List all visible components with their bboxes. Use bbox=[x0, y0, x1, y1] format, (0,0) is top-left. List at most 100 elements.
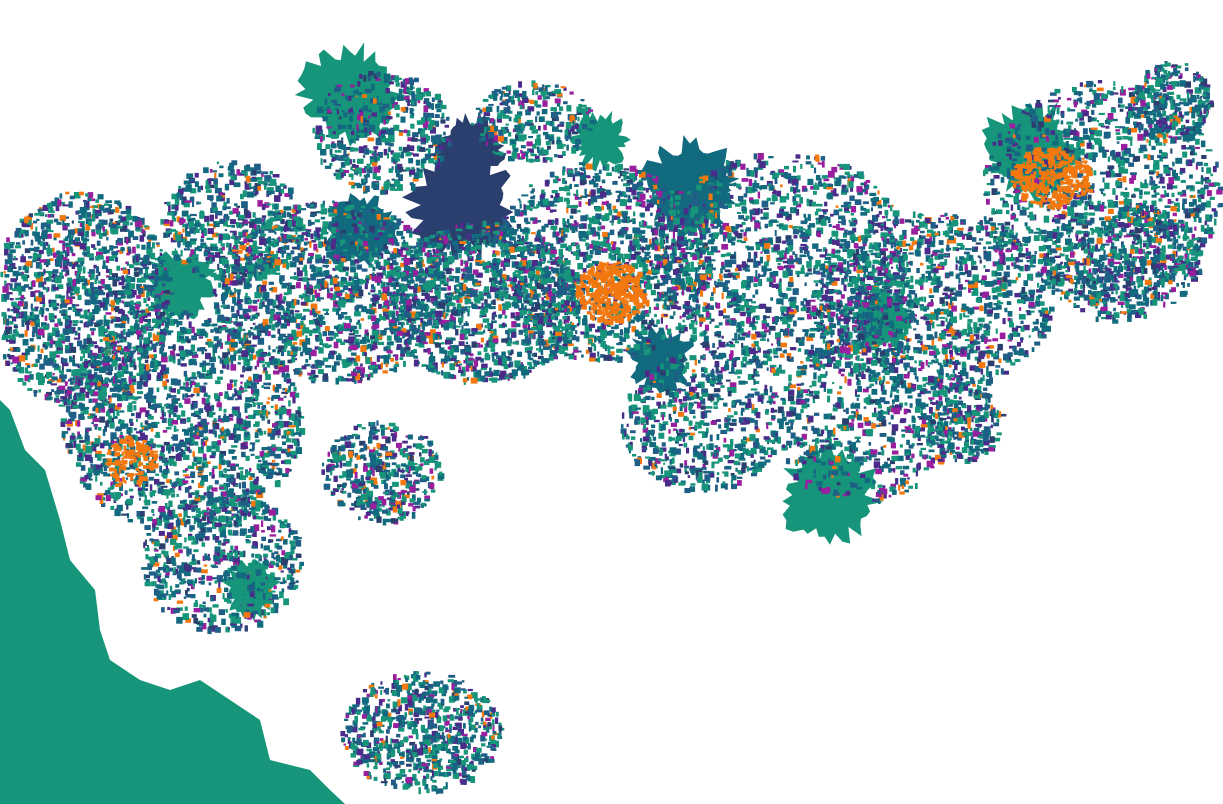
speckle bbox=[109, 344, 116, 348]
speckle bbox=[292, 332, 299, 339]
speckle bbox=[273, 299, 277, 306]
speckle bbox=[139, 429, 144, 433]
speckle bbox=[297, 406, 301, 413]
speckle bbox=[125, 283, 131, 290]
speckle bbox=[287, 359, 293, 364]
speckle bbox=[451, 355, 457, 360]
speckle bbox=[481, 229, 485, 236]
speckle bbox=[111, 273, 118, 278]
speckle bbox=[15, 276, 18, 281]
speckle bbox=[537, 327, 542, 331]
speckle bbox=[184, 438, 192, 444]
speckle bbox=[100, 481, 103, 486]
speckle bbox=[261, 327, 268, 332]
speckle bbox=[453, 276, 460, 279]
speckle bbox=[292, 342, 298, 345]
speckle bbox=[180, 363, 187, 367]
speckle bbox=[205, 402, 211, 409]
speckle bbox=[420, 238, 428, 242]
speckle bbox=[352, 329, 359, 334]
speckle bbox=[235, 398, 238, 401]
speckle bbox=[30, 239, 34, 246]
speckle bbox=[139, 235, 145, 242]
speckle bbox=[389, 229, 393, 234]
speckle bbox=[271, 395, 279, 399]
speckle bbox=[154, 287, 161, 294]
speckle bbox=[117, 394, 124, 402]
speckle bbox=[212, 288, 217, 295]
speckle bbox=[13, 326, 19, 329]
speckle bbox=[296, 277, 304, 282]
speckle bbox=[77, 228, 84, 233]
speckle bbox=[87, 363, 93, 367]
speckle bbox=[24, 301, 28, 308]
speckle bbox=[110, 228, 117, 234]
speckle bbox=[536, 348, 539, 351]
speckle bbox=[484, 325, 487, 329]
speckle bbox=[317, 347, 322, 350]
speckle bbox=[456, 303, 462, 310]
speckle bbox=[318, 258, 323, 264]
speckle bbox=[495, 224, 500, 227]
speckle bbox=[237, 304, 243, 311]
speckle bbox=[415, 343, 421, 347]
speckle bbox=[173, 481, 179, 484]
speckle bbox=[331, 365, 337, 372]
speckle bbox=[373, 335, 379, 342]
speckle bbox=[79, 440, 85, 443]
speckle bbox=[44, 355, 48, 360]
speckle bbox=[255, 394, 259, 401]
speckle bbox=[109, 397, 112, 403]
speckle bbox=[237, 326, 243, 332]
speckle bbox=[107, 287, 113, 294]
speckle bbox=[238, 482, 241, 489]
speckle bbox=[302, 308, 310, 312]
speckle bbox=[256, 350, 264, 357]
speckle bbox=[77, 230, 84, 236]
speckle bbox=[334, 286, 340, 292]
speckle bbox=[68, 394, 71, 401]
speckle bbox=[404, 265, 410, 272]
speckle bbox=[252, 399, 258, 402]
speckle bbox=[32, 314, 40, 321]
speckle bbox=[263, 430, 267, 435]
speckle bbox=[368, 292, 371, 295]
speckle bbox=[131, 413, 135, 417]
speckle bbox=[449, 251, 452, 256]
speckle bbox=[400, 305, 404, 310]
speckle bbox=[473, 294, 480, 302]
speckle bbox=[468, 334, 475, 337]
speckle bbox=[211, 487, 218, 492]
speckle bbox=[34, 231, 40, 239]
speckle bbox=[268, 351, 271, 355]
speckle bbox=[217, 376, 223, 380]
speckle bbox=[252, 444, 255, 451]
speckle bbox=[170, 350, 175, 357]
speckle bbox=[85, 440, 90, 445]
speckle bbox=[143, 297, 147, 304]
speckle bbox=[423, 348, 431, 353]
speckle bbox=[92, 341, 97, 345]
speckle bbox=[142, 258, 148, 265]
speckle bbox=[184, 393, 189, 398]
speckle bbox=[406, 350, 411, 357]
speckle bbox=[403, 224, 411, 232]
speckle bbox=[37, 208, 44, 212]
speckle bbox=[231, 280, 239, 286]
speckle bbox=[64, 273, 68, 277]
speckle bbox=[309, 320, 315, 325]
speckle bbox=[53, 315, 57, 319]
speckle bbox=[311, 295, 315, 301]
speckle bbox=[121, 275, 125, 282]
speckle bbox=[335, 308, 339, 316]
speckle bbox=[140, 472, 148, 478]
speckle bbox=[434, 319, 439, 324]
speckle bbox=[425, 308, 428, 314]
speckle bbox=[173, 412, 177, 418]
speckle bbox=[453, 302, 456, 307]
speckle bbox=[207, 461, 211, 464]
speckle bbox=[243, 313, 249, 317]
speckle bbox=[247, 308, 252, 313]
speckle bbox=[103, 304, 108, 311]
speckle bbox=[315, 254, 322, 259]
